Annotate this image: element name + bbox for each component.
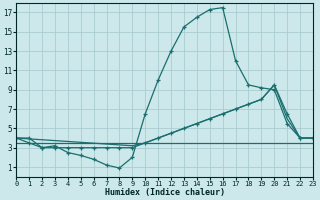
- X-axis label: Humidex (Indice chaleur): Humidex (Indice chaleur): [105, 188, 225, 197]
